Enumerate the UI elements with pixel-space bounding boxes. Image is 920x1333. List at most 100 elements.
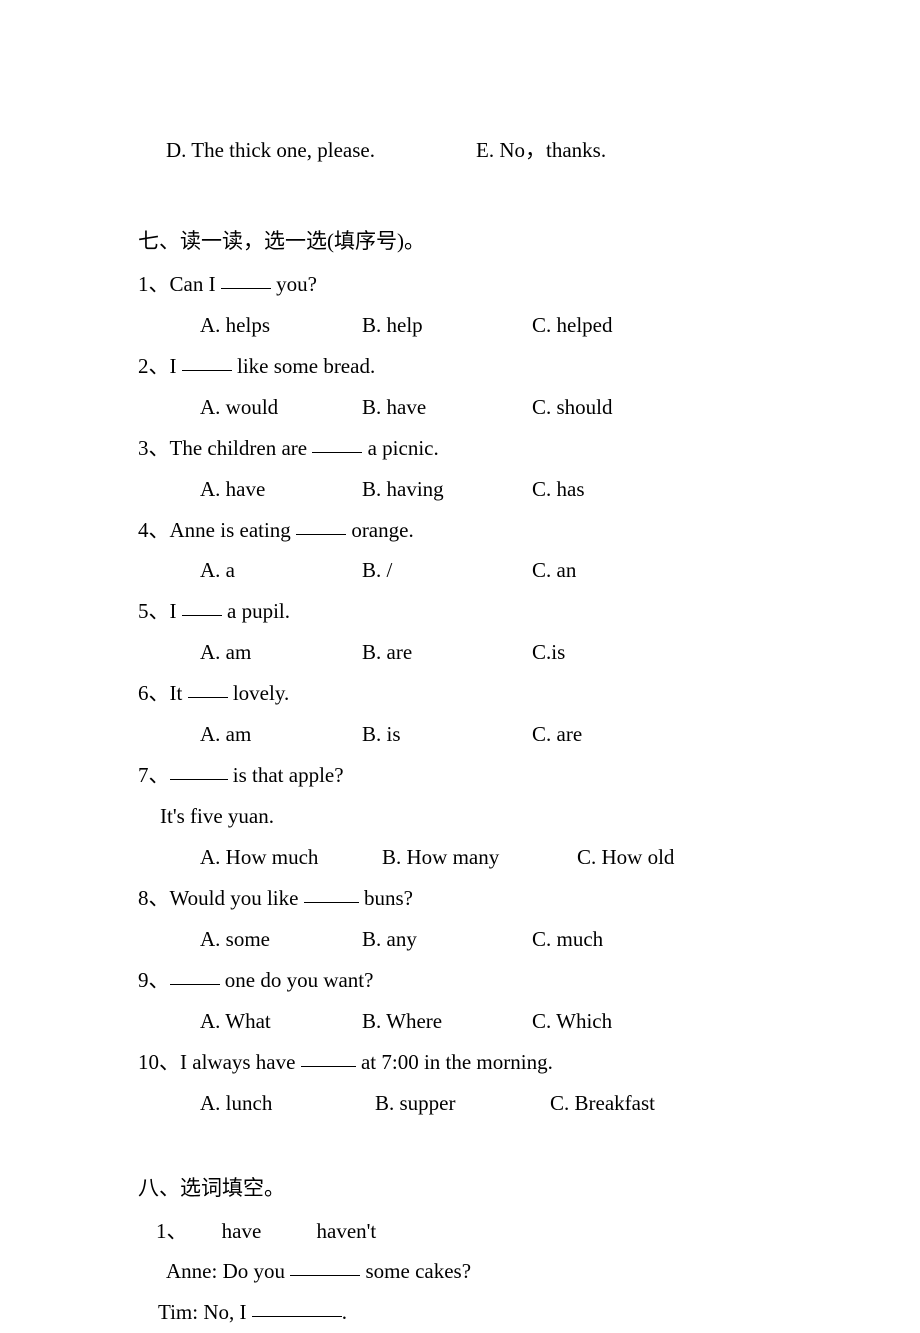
question-followup: It's five yuan. bbox=[138, 796, 782, 837]
fill-blank bbox=[252, 1296, 342, 1317]
options-row: A. aB. /C. an bbox=[138, 550, 782, 591]
question-text-post: lovely. bbox=[228, 681, 290, 705]
fill-blank bbox=[221, 268, 271, 289]
option-a: A. am bbox=[200, 632, 362, 673]
section-8-q1-words: 1、have haven't bbox=[138, 1211, 782, 1252]
dialogue-line-2: Tim: No, I . bbox=[138, 1292, 782, 1333]
word-choice-1: have bbox=[188, 1211, 296, 1252]
question-8: 8、Would you like buns? bbox=[138, 878, 782, 919]
option-c: C. Which bbox=[532, 1001, 782, 1042]
fill-blank bbox=[188, 677, 228, 698]
option-c: C.is bbox=[532, 632, 782, 673]
option-a: A. would bbox=[200, 387, 362, 428]
q1-number: 1、 bbox=[156, 1219, 188, 1243]
section-7-heading: 七、读一读，选一选(填序号)。 bbox=[138, 221, 782, 262]
question-number: 8、 bbox=[138, 886, 170, 910]
dialogue-line-1: Anne: Do you some cakes? bbox=[138, 1251, 782, 1292]
option-a: A. How much bbox=[200, 837, 382, 878]
section-8: 八、选词填空。 1、have haven't Anne: Do you some… bbox=[138, 1168, 782, 1333]
question-9: 9、 one do you want? bbox=[138, 960, 782, 1001]
question-10: 10、I always have at 7:00 in the morning. bbox=[138, 1042, 782, 1083]
previous-question-options: D. The thick one, please. E. No，thanks. bbox=[138, 130, 782, 171]
option-c: C. much bbox=[532, 919, 782, 960]
question-number: 4、 bbox=[138, 518, 170, 542]
question-2: 2、I like some bread. bbox=[138, 346, 782, 387]
question-1: 1、Can I you? bbox=[138, 264, 782, 305]
option-b: B. / bbox=[362, 550, 532, 591]
question-text-post: orange. bbox=[346, 518, 414, 542]
question-text-post: a picnic. bbox=[362, 436, 438, 460]
fill-blank bbox=[290, 1255, 360, 1276]
question-number: 1、 bbox=[138, 272, 170, 296]
option-c: C. has bbox=[532, 469, 782, 510]
option-a: A. some bbox=[200, 919, 362, 960]
option-b: B. help bbox=[362, 305, 532, 346]
options-row: A. lunchB. supperC. Breakfast bbox=[138, 1083, 782, 1124]
question-text-post: a pupil. bbox=[222, 599, 290, 623]
question-4: 4、Anne is eating orange. bbox=[138, 510, 782, 551]
options-row: A. haveB. havingC. has bbox=[138, 469, 782, 510]
question-text-pre: I bbox=[170, 354, 182, 378]
option-b: B. any bbox=[362, 919, 532, 960]
options-row: A. wouldB. haveC. should bbox=[138, 387, 782, 428]
question-number: 10、 bbox=[138, 1050, 180, 1074]
option-a: A. have bbox=[200, 469, 362, 510]
question-text-pre: I always have bbox=[180, 1050, 301, 1074]
fill-blank bbox=[182, 595, 222, 616]
question-number: 7、 bbox=[138, 763, 170, 787]
question-text-post: one do you want? bbox=[220, 968, 374, 992]
question-text-pre: Would you like bbox=[170, 886, 304, 910]
question-number: 6、 bbox=[138, 681, 170, 705]
option-b: B. have bbox=[362, 387, 532, 428]
question-text-pre: The children are bbox=[170, 436, 313, 460]
question-6: 6、It lovely. bbox=[138, 673, 782, 714]
question-number: 3、 bbox=[138, 436, 170, 460]
question-number: 2、 bbox=[138, 354, 170, 378]
question-text-pre: I bbox=[170, 599, 182, 623]
option-c: C. Breakfast bbox=[550, 1083, 782, 1124]
option-b: B. is bbox=[362, 714, 532, 755]
question-number: 9、 bbox=[138, 968, 170, 992]
section-7-questions: 1、Can I you?A. helpsB. helpC. helped2、I … bbox=[138, 264, 782, 1124]
question-7: 7、 is that apple? bbox=[138, 755, 782, 796]
fill-blank bbox=[170, 964, 220, 985]
fill-blank bbox=[312, 432, 362, 453]
option-b: B. supper bbox=[375, 1083, 550, 1124]
question-text-pre: Can I bbox=[170, 272, 221, 296]
option-b: B. Where bbox=[362, 1001, 532, 1042]
line2-post: . bbox=[342, 1300, 347, 1324]
options-row: A. How muchB. How manyC. How old bbox=[138, 837, 782, 878]
option-c: C. How old bbox=[577, 837, 782, 878]
fill-blank bbox=[182, 350, 232, 371]
options-row: A. someB. anyC. much bbox=[138, 919, 782, 960]
question-text-post: you? bbox=[271, 272, 317, 296]
options-row: A. helpsB. helpC. helped bbox=[138, 305, 782, 346]
fill-blank bbox=[170, 759, 228, 780]
fill-blank bbox=[301, 1046, 356, 1067]
options-row: A. amB. areC.is bbox=[138, 632, 782, 673]
question-3: 3、The children are a picnic. bbox=[138, 428, 782, 469]
option-e: E. No，thanks. bbox=[476, 130, 782, 171]
question-number: 5、 bbox=[138, 599, 170, 623]
option-c: C. an bbox=[532, 550, 782, 591]
line2-pre: Tim: No, I bbox=[158, 1300, 252, 1324]
option-c: C. helped bbox=[532, 305, 782, 346]
fill-blank bbox=[304, 882, 359, 903]
option-a: A. lunch bbox=[200, 1083, 375, 1124]
question-text-post: is that apple? bbox=[228, 763, 344, 787]
option-c: C. should bbox=[532, 387, 782, 428]
question-5: 5、I a pupil. bbox=[138, 591, 782, 632]
line1-pre: Anne: Do you bbox=[166, 1259, 290, 1283]
option-b: B. having bbox=[362, 469, 532, 510]
option-a: A. helps bbox=[200, 305, 362, 346]
fill-blank bbox=[296, 514, 346, 535]
question-text-post: at 7:00 in the morning. bbox=[356, 1050, 553, 1074]
question-text-pre: It bbox=[170, 681, 188, 705]
question-text-post: buns? bbox=[359, 886, 413, 910]
question-text-post: like some bread. bbox=[232, 354, 375, 378]
section-8-heading: 八、选词填空。 bbox=[138, 1168, 782, 1209]
option-a: A. What bbox=[200, 1001, 362, 1042]
option-d: D. The thick one, please. bbox=[166, 130, 476, 171]
options-row: A. amB. isC. are bbox=[138, 714, 782, 755]
option-c: C. are bbox=[532, 714, 782, 755]
